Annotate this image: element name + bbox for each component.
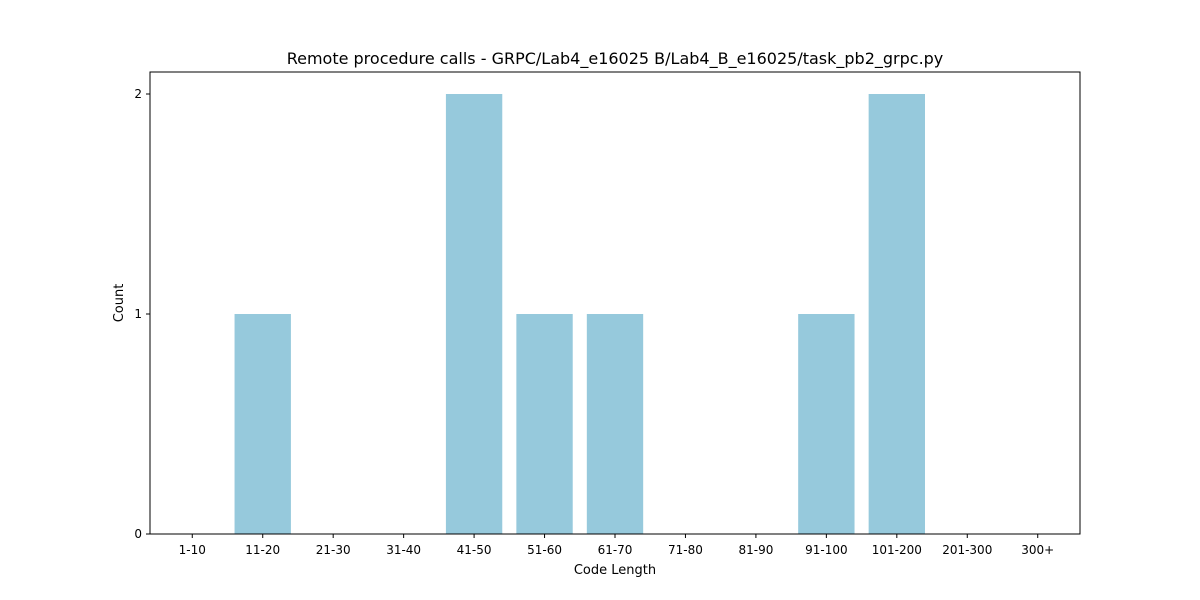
bars-group <box>234 94 925 534</box>
y-tick-label: 2 <box>134 87 142 101</box>
x-tick-label: 201-300 <box>942 543 992 557</box>
x-tick-label: 91-100 <box>805 543 848 557</box>
y-axis-label: Count <box>112 284 127 323</box>
bar-61-70 <box>586 314 644 534</box>
bar-101-200 <box>868 94 925 534</box>
x-tick-label: 1-10 <box>179 543 206 557</box>
y-tick-label: 0 <box>134 527 142 541</box>
x-tick-label: 11-20 <box>245 543 280 557</box>
plot-area-frame <box>149 71 1081 535</box>
bar-41-50 <box>445 94 503 534</box>
x-tick-label: 101-200 <box>872 543 922 557</box>
x-axis-label: Code Length <box>574 563 656 578</box>
y-axis-ticks: 0 1 2 <box>134 87 150 541</box>
y-tick-label: 1 <box>134 307 142 321</box>
x-axis-ticks: 1-10 11-20 21-30 31-40 41-50 51-60 61-70 71-80 8… <box>179 534 1054 557</box>
x-tick-label: 61-70 <box>598 543 633 557</box>
x-tick-label: 81-90 <box>738 543 773 557</box>
bar-91-100 <box>798 314 855 534</box>
bar-11-20 <box>234 314 291 534</box>
x-tick-label: 51-60 <box>527 543 562 557</box>
x-tick-label: 300+ <box>1021 543 1054 557</box>
x-tick-label: 21-30 <box>316 543 351 557</box>
bar-51-60 <box>516 314 573 534</box>
x-tick-label: 71-80 <box>668 543 703 557</box>
x-tick-label: 41-50 <box>457 543 492 557</box>
chart-title: Remote procedure calls - GRPC/Lab4_e1602… <box>287 49 944 69</box>
x-tick-label: 31-40 <box>386 543 421 557</box>
